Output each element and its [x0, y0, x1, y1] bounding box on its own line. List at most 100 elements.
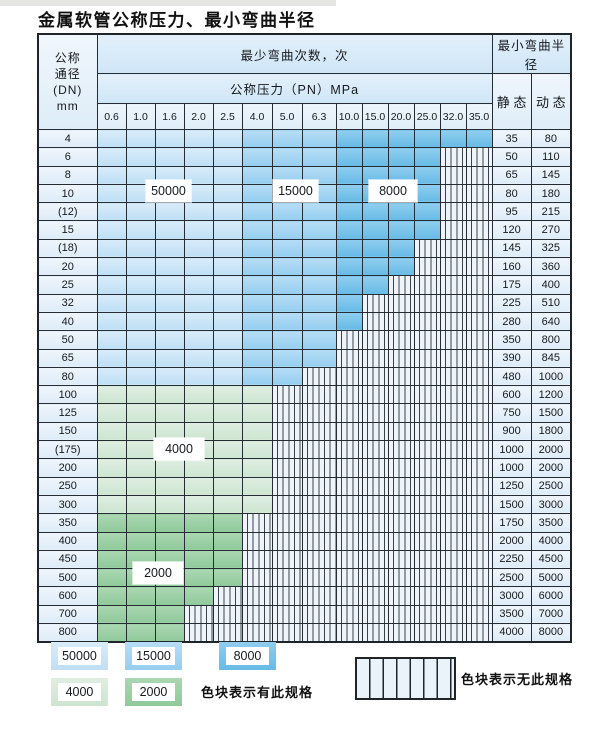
pressure-tick: 1.0	[125, 103, 156, 130]
grid-cell	[301, 366, 337, 387]
grid-cell	[241, 128, 273, 149]
grid-cell	[413, 549, 441, 570]
dn-cell: 100	[37, 385, 98, 405]
grid-cell	[96, 147, 127, 167]
grid-cell	[439, 311, 467, 332]
grid-cell	[271, 494, 303, 515]
cycle-label-4000: 4000	[154, 438, 204, 460]
table-row: 50 350 800	[37, 330, 572, 350]
grid-cell	[212, 165, 243, 185]
grid-cell	[335, 458, 363, 478]
static-radius-cell: 145	[491, 238, 532, 259]
grid-cell	[212, 330, 243, 350]
grid-cell	[413, 330, 441, 350]
grid-cell	[271, 440, 303, 460]
grid-cell	[212, 458, 243, 478]
grid-cell	[335, 513, 363, 533]
dn-cell: (18)	[37, 238, 98, 259]
grid-cell	[413, 183, 441, 204]
grid-cell	[361, 623, 389, 643]
grid-cell	[439, 604, 467, 625]
grid-cell	[154, 385, 185, 405]
grid-cell	[241, 275, 273, 295]
grid-cell	[271, 531, 303, 551]
grid-cell	[387, 403, 415, 423]
dn-cell: 50	[37, 330, 98, 350]
grid-cell	[413, 257, 441, 277]
grid-cell	[212, 568, 243, 588]
grid-cell	[413, 293, 441, 313]
pressure-tick: 0.6	[96, 103, 127, 130]
grid-cell	[271, 330, 303, 350]
grid-cell	[439, 494, 467, 515]
grid-cell	[301, 220, 337, 240]
grid-cell	[301, 586, 337, 606]
header-dn: 公称 通径 (DN) mm	[37, 33, 98, 130]
grid-cell	[96, 165, 127, 185]
grid-cell	[212, 494, 243, 515]
grid-cell	[154, 513, 185, 533]
pressure-tick: 10.0	[335, 103, 363, 130]
grid-cell	[301, 128, 337, 149]
grid-cell	[96, 403, 127, 423]
grid-cell	[413, 531, 441, 551]
dn-cell: (175)	[37, 440, 98, 460]
grid-cell	[271, 311, 303, 332]
static-radius-cell: 95	[491, 202, 532, 222]
static-radius-cell: 2500	[491, 568, 532, 588]
grid-cell	[183, 476, 214, 496]
grid-cell	[439, 623, 467, 643]
grid-cell	[212, 385, 243, 405]
legend-item-50000: 50000	[51, 642, 108, 670]
grid-cell	[335, 549, 363, 570]
dynamic-radius-cell: 2000	[530, 440, 572, 460]
static-radius-cell: 65	[491, 165, 532, 185]
grid-cell	[125, 348, 156, 368]
dn-cell: 20	[37, 257, 98, 277]
table-row: 150 900 1800	[37, 421, 572, 442]
static-radius-cell: 225	[491, 293, 532, 313]
grid-cell	[413, 623, 441, 643]
grid-cell	[361, 348, 389, 368]
grid-cell	[413, 494, 441, 515]
grid-cell	[465, 183, 493, 204]
grid-cell	[96, 366, 127, 387]
grid-cell	[301, 513, 337, 533]
grid-cell	[241, 586, 273, 606]
grid-cell	[241, 494, 273, 515]
grid-cell	[183, 623, 214, 643]
grid-cell	[335, 220, 363, 240]
grid-cell	[361, 311, 389, 332]
grid-cell	[96, 293, 127, 313]
table-row: 700 3500 7000	[37, 604, 572, 625]
dynamic-radius-cell: 4500	[530, 549, 572, 570]
grid-cell	[439, 421, 467, 442]
grid-cell	[271, 348, 303, 368]
pressure-tick: 25.0	[413, 103, 441, 130]
table-row: (175) 1000 2000	[37, 440, 572, 460]
grid-cell	[241, 330, 273, 350]
dynamic-radius-cell: 640	[530, 311, 572, 332]
grid-cell	[465, 549, 493, 570]
grid-cell	[212, 293, 243, 313]
dynamic-radius-cell: 6000	[530, 586, 572, 606]
grid-cell	[154, 623, 185, 643]
grid-cell	[335, 568, 363, 588]
grid-cell	[183, 421, 214, 442]
grid-cell	[387, 494, 415, 515]
legend-value: 50000	[58, 647, 101, 665]
grid-cell	[439, 586, 467, 606]
grid-cell	[241, 385, 273, 405]
grid-cell	[335, 623, 363, 643]
pressure-tick: 2.5	[212, 103, 243, 130]
grid-cell	[241, 293, 273, 313]
grid-cell	[387, 421, 415, 442]
grid-cell	[125, 421, 156, 442]
grid-cell	[301, 202, 337, 222]
grid-cell	[125, 531, 156, 551]
grid-cell	[361, 238, 389, 259]
grid-cell	[154, 220, 185, 240]
table-row: 600 3000 6000	[37, 586, 572, 606]
dn-cell: 40	[37, 311, 98, 332]
grid-cell	[241, 476, 273, 496]
